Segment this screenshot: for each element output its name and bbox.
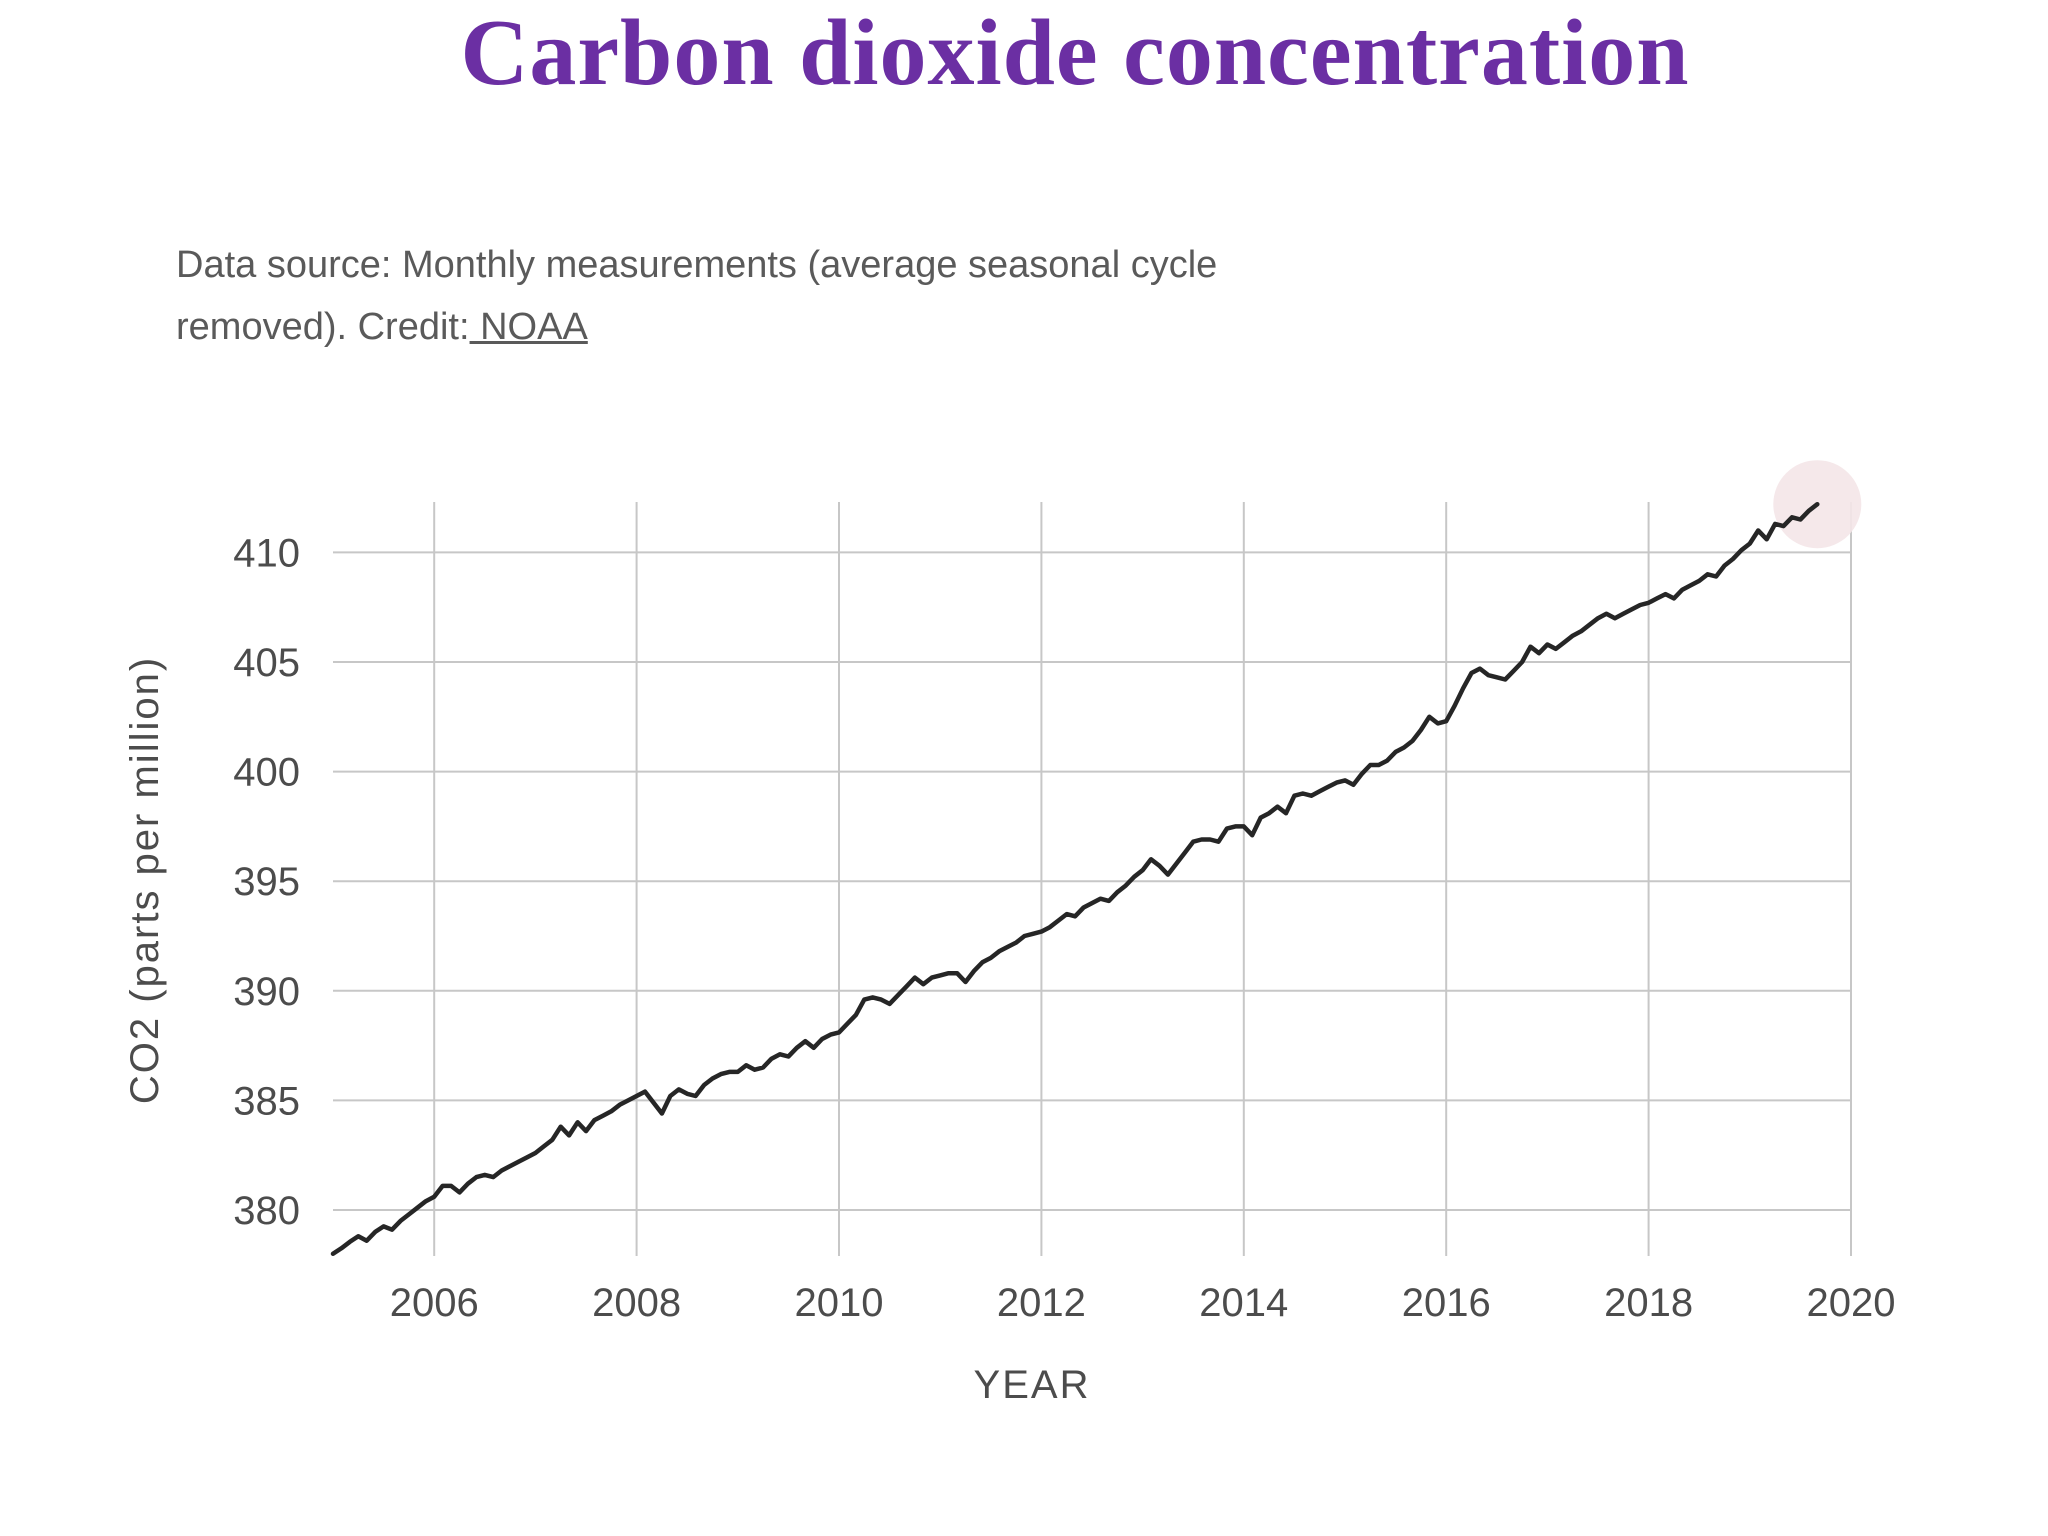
noaa-link[interactable]: NOAA — [469, 306, 588, 348]
data-source-line1: Data source: Monthly measurements (avera… — [176, 244, 1218, 286]
co2-trend-line — [330, 501, 1820, 1257]
y-tick-label-380: 380 — [233, 1189, 300, 1233]
x-tick-label-2010: 2010 — [795, 1281, 884, 1325]
x-tick-label-2012: 2012 — [997, 1281, 1086, 1325]
page-title: Carbon dioxide concentration — [460, 1, 1690, 105]
y-tick-label-410: 410 — [233, 531, 300, 575]
y-tick-label-405: 405 — [233, 641, 300, 685]
x-tick-label-2006: 2006 — [390, 1281, 479, 1325]
x-axis-title: YEAR — [974, 1363, 1091, 1407]
x-tick-label-2016: 2016 — [1402, 1281, 1491, 1325]
x-tick-label-2020: 2020 — [1807, 1281, 1896, 1325]
y-tick-label-400: 400 — [233, 751, 300, 795]
data-source-line2: removed). Credit: NOAA — [176, 296, 1376, 358]
y-tick-label-395: 395 — [233, 860, 300, 904]
data-source-credit-label: removed). Credit: — [176, 306, 470, 348]
y-tick-label-385: 385 — [233, 1079, 300, 1123]
x-tick-label-2014: 2014 — [1199, 1281, 1288, 1325]
x-tick-label-2018: 2018 — [1604, 1281, 1693, 1325]
data-source-note: Data source: Monthly measurements (avera… — [176, 234, 1376, 358]
y-tick-label-390: 390 — [233, 970, 300, 1014]
y-axis-title: CO2 (parts per million) — [123, 656, 167, 1104]
x-tick-label-2008: 2008 — [592, 1281, 681, 1325]
